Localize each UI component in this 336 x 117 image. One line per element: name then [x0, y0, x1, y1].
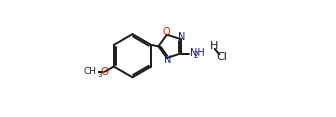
- Text: O: O: [162, 27, 170, 37]
- Text: N: N: [178, 32, 185, 42]
- Text: CH: CH: [84, 67, 97, 76]
- Text: O: O: [100, 67, 109, 77]
- Text: N: N: [164, 55, 171, 66]
- Text: H: H: [210, 41, 218, 51]
- Text: 2: 2: [194, 51, 198, 60]
- Text: 3: 3: [97, 72, 101, 78]
- Text: Cl: Cl: [216, 52, 227, 62]
- Text: NH: NH: [190, 48, 205, 58]
